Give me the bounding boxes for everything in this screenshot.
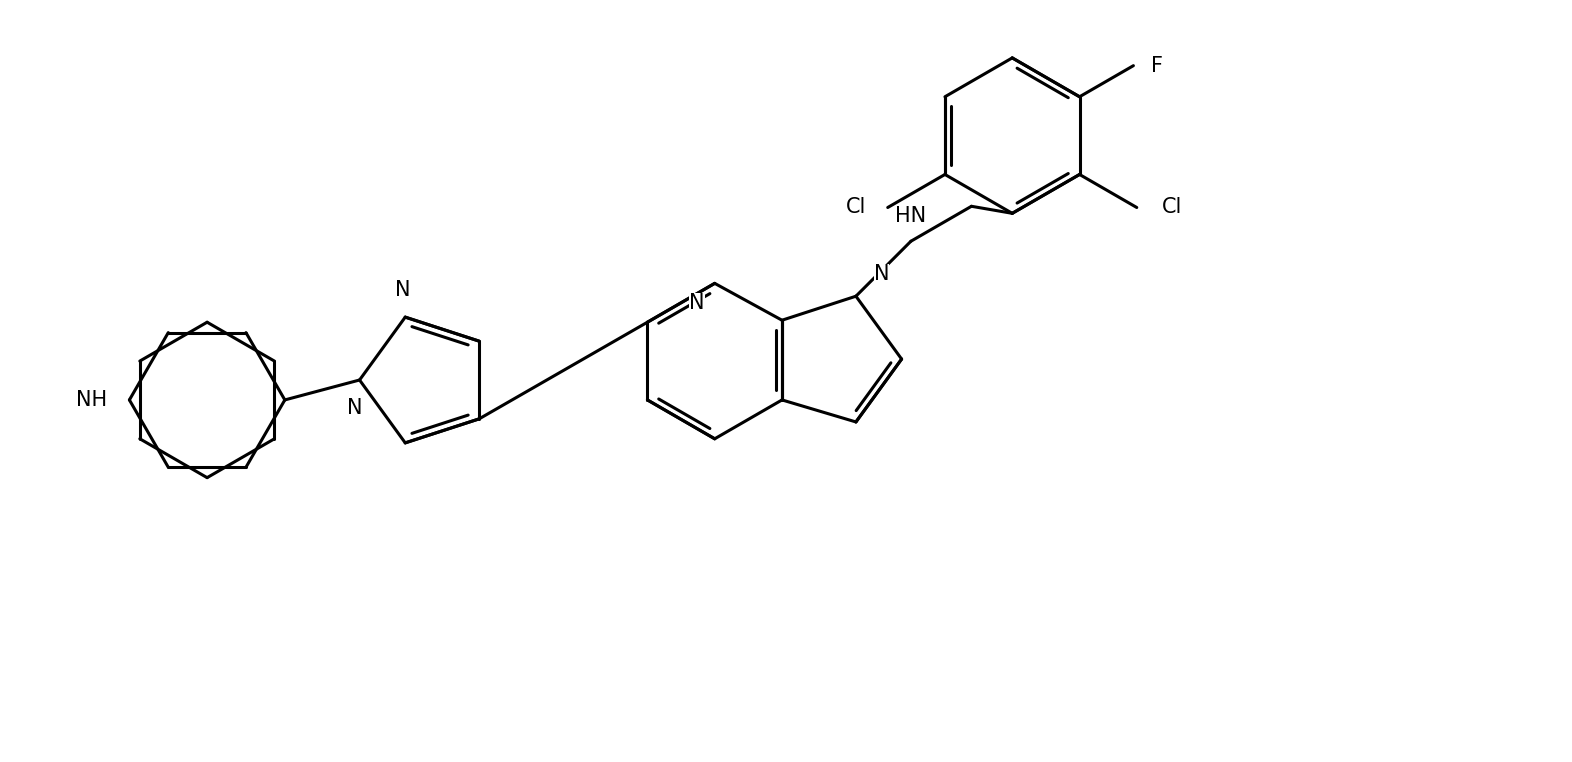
Text: F: F [1151, 56, 1163, 75]
Text: N: N [874, 264, 890, 284]
Text: N: N [347, 398, 362, 418]
Text: N: N [689, 293, 704, 313]
Text: Cl: Cl [1162, 197, 1182, 217]
Text: N: N [396, 280, 410, 300]
Text: NH: NH [77, 390, 107, 410]
Text: HN: HN [896, 207, 926, 226]
Text: Cl: Cl [846, 197, 866, 217]
